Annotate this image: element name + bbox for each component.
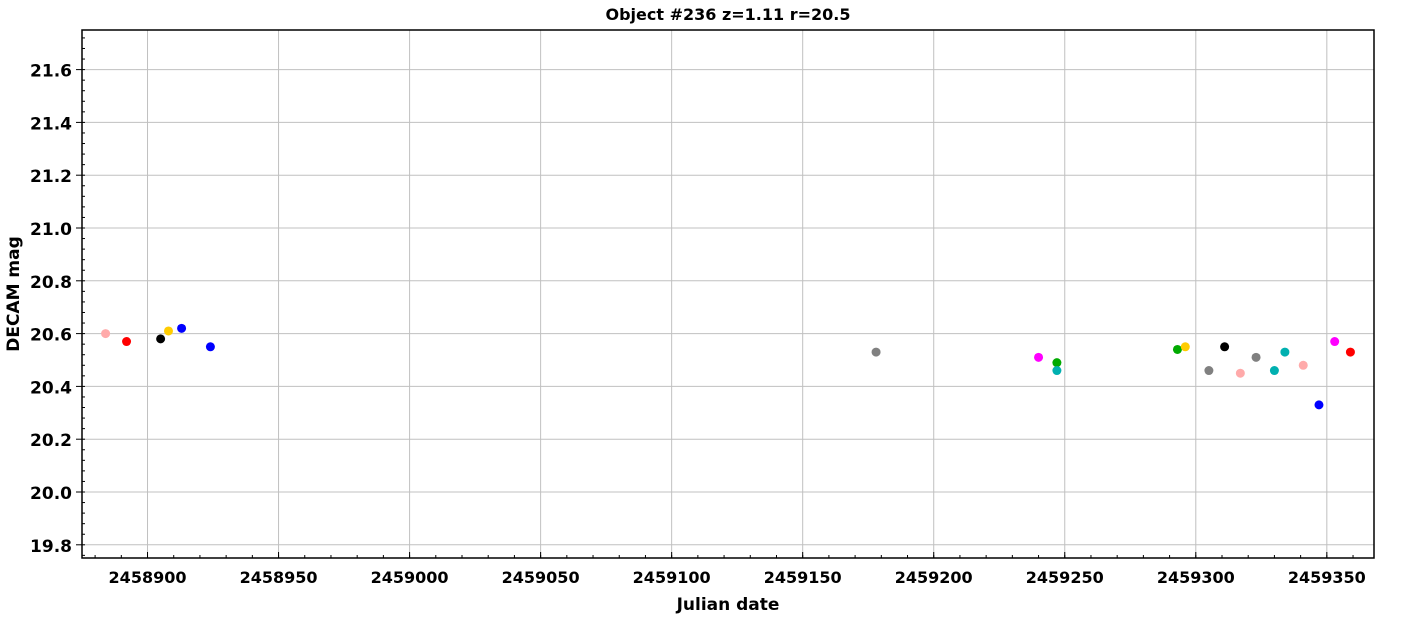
data-point	[163, 326, 173, 336]
y-tick-label: 21.0	[30, 220, 72, 240]
data-point	[1269, 366, 1279, 376]
plot-frame	[81, 29, 1375, 559]
data-point	[156, 334, 166, 344]
y-tick-label: 20.0	[30, 484, 72, 504]
data-point	[1220, 342, 1230, 352]
x-tick-label: 2459000	[371, 568, 449, 587]
data-point	[1251, 352, 1261, 362]
y-tick-label: 21.4	[30, 114, 72, 134]
data-point	[1034, 352, 1044, 362]
x-tick-label: 2459300	[1157, 568, 1235, 587]
data-points	[101, 323, 1355, 410]
data-point	[177, 323, 187, 333]
data-point	[1330, 337, 1340, 347]
data-point	[871, 347, 881, 357]
x-tick-label: 2459150	[764, 568, 842, 587]
x-tick-label: 2459100	[633, 568, 711, 587]
grid	[82, 30, 1374, 558]
y-tick-label: 20.8	[30, 273, 72, 293]
y-tick-label: 20.2	[30, 431, 72, 451]
x-tick-label: 2459250	[1026, 568, 1104, 587]
x-tick-label: 2459200	[895, 568, 973, 587]
y-tick-label: 21.6	[30, 62, 72, 82]
data-point	[1298, 360, 1308, 370]
data-point	[1052, 366, 1062, 376]
data-point	[1180, 342, 1190, 352]
chart-title: Object #236 z=1.11 r=20.5	[605, 5, 850, 24]
data-point	[1235, 368, 1245, 378]
data-point	[1052, 358, 1062, 368]
x-tick-label: 2458900	[109, 568, 187, 587]
y-axis-label: DECAM mag	[4, 236, 24, 352]
x-tick-label: 2458950	[240, 568, 318, 587]
x-tick-label: 2459350	[1288, 568, 1366, 587]
y-tick-label: 19.8	[30, 537, 72, 557]
axis-ticks: 2458900 2458950 2459000 2459050 2459100 24591…	[30, 37, 1366, 587]
data-point	[1345, 347, 1355, 357]
data-point	[1204, 366, 1214, 376]
x-tick-label: 2459050	[502, 568, 580, 587]
y-tick-label: 21.2	[30, 167, 72, 187]
data-point	[101, 329, 111, 339]
y-tick-label: 20.6	[30, 326, 72, 346]
y-tick-label: 20.4	[30, 378, 72, 398]
data-point	[205, 342, 215, 352]
data-point	[122, 337, 132, 347]
data-point	[1280, 347, 1290, 357]
x-axis-label: Julian date	[676, 595, 780, 615]
data-point	[1314, 400, 1324, 410]
data-point	[1172, 344, 1182, 354]
